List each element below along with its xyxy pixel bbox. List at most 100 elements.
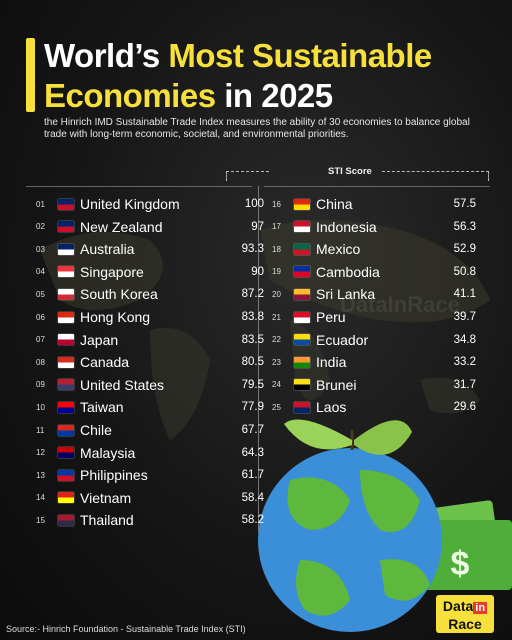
flag-icon — [58, 243, 74, 255]
sti-score: 34.8 — [453, 333, 476, 346]
rank-number: 15 — [36, 515, 45, 525]
table-row: 10 Taiwan — [36, 396, 124, 418]
table-row: 19 Cambodia — [272, 261, 380, 283]
table-row: 11 Chile — [36, 419, 112, 441]
country-name: Vietnam — [80, 489, 132, 506]
country-name: Cambodia — [316, 263, 380, 280]
rank-number: 04 — [36, 267, 45, 277]
country-name: Mexico — [316, 241, 361, 258]
rank-number: 22 — [272, 335, 281, 345]
country-name: Singapore — [80, 263, 144, 280]
column-header: STI Score — [328, 166, 372, 177]
dollar-icon: $ — [451, 545, 470, 583]
table-row: 25 Laos — [272, 396, 346, 418]
flag-icon — [58, 198, 74, 210]
table-row: 22 Ecuador — [272, 329, 368, 351]
rank-number: 05 — [36, 289, 45, 299]
table-row: 08 Canada — [36, 351, 129, 373]
flag-icon — [294, 243, 310, 255]
sti-score: 31.7 — [453, 378, 476, 391]
rank-number: 19 — [272, 267, 281, 277]
table-row: 04 Singapore — [36, 261, 144, 283]
country-name: United States — [80, 376, 165, 393]
flag-icon — [58, 311, 74, 323]
table-row: 07 Japan — [36, 329, 118, 351]
sti-score: 58.4 — [241, 491, 264, 504]
table-row: 20 Sri Lanka — [272, 283, 375, 305]
rank-number: 17 — [272, 222, 281, 232]
title-text: World’s — [44, 37, 169, 74]
table-row: 18 Mexico — [272, 238, 360, 260]
flag-icon — [58, 266, 74, 278]
country-name: Brunei — [316, 376, 357, 393]
column-divider — [258, 186, 259, 532]
flag-icon — [58, 288, 74, 300]
country-name: United Kingdom — [80, 196, 180, 212]
flag-icon — [58, 401, 74, 413]
country-name: China — [316, 196, 353, 212]
globe-icon — [258, 448, 442, 632]
flag-icon — [294, 198, 310, 210]
sti-score: 29.6 — [453, 401, 476, 414]
title-highlight: Economies — [44, 77, 216, 114]
rank-number: 10 — [36, 402, 45, 412]
sti-score: 61.7 — [241, 469, 264, 482]
country-name: Thailand — [80, 512, 134, 529]
flag-icon — [58, 492, 74, 504]
logo-text: Race — [448, 616, 482, 632]
title-accent-bar — [26, 38, 35, 112]
money-note-front — [422, 520, 512, 590]
sti-score: 33.2 — [453, 356, 476, 369]
header-bracket-left — [226, 171, 269, 181]
table-row: 23 India — [272, 351, 346, 373]
rank-number: 23 — [272, 357, 281, 367]
flag-icon — [294, 266, 310, 278]
rank-number: 20 — [272, 289, 281, 299]
flag-icon — [58, 514, 74, 526]
flag-icon — [294, 288, 310, 300]
rank-number: 16 — [272, 199, 281, 209]
rank-number: 12 — [36, 448, 45, 458]
country-name: Peru — [316, 309, 346, 325]
flag-icon — [58, 447, 74, 459]
sti-score: 39.7 — [453, 311, 476, 323]
leaf-icon — [284, 419, 352, 450]
flag-icon — [294, 379, 310, 391]
table-rule-right — [264, 186, 490, 187]
sti-score: 87.2 — [241, 288, 264, 301]
leaf-icon — [354, 420, 412, 455]
sti-score: 100 — [244, 198, 264, 210]
flag-icon — [294, 401, 310, 413]
rank-number: 03 — [36, 244, 45, 254]
flag-icon — [58, 469, 74, 481]
sti-score: 80.5 — [241, 356, 264, 369]
country-name: India — [316, 354, 347, 371]
rank-number: 01 — [36, 199, 45, 209]
sti-score: 41.1 — [453, 288, 476, 301]
sti-score: 97 — [251, 220, 264, 233]
flag-icon — [294, 311, 310, 323]
country-name: South Korea — [80, 286, 158, 303]
page-title: World’s Most Sustainable Economies in 20… — [44, 36, 504, 116]
brand-logo: Data in Race — [436, 595, 494, 633]
table-row: 21 Peru — [272, 306, 346, 328]
sti-score: 93.3 — [241, 243, 264, 256]
table-rule-left — [26, 186, 252, 187]
flag-icon — [294, 334, 310, 346]
flag-icon — [294, 221, 310, 233]
title-highlight: Most Sustainable — [168, 37, 432, 74]
table-row: 16 China — [272, 193, 353, 215]
rank-number: 08 — [36, 357, 45, 367]
country-name: Hong Kong — [80, 309, 151, 325]
rank-number: 09 — [36, 380, 45, 390]
sti-score: 58.2 — [241, 514, 264, 527]
rank-number: 24 — [272, 380, 281, 390]
table-row: 09 United States — [36, 374, 164, 396]
flag-icon — [58, 379, 74, 391]
rank-number: 21 — [272, 312, 281, 322]
rank-number: 07 — [36, 335, 45, 345]
country-name: New Zealand — [80, 218, 163, 235]
country-name: Taiwan — [80, 399, 124, 416]
sti-score: 56.3 — [453, 220, 476, 233]
